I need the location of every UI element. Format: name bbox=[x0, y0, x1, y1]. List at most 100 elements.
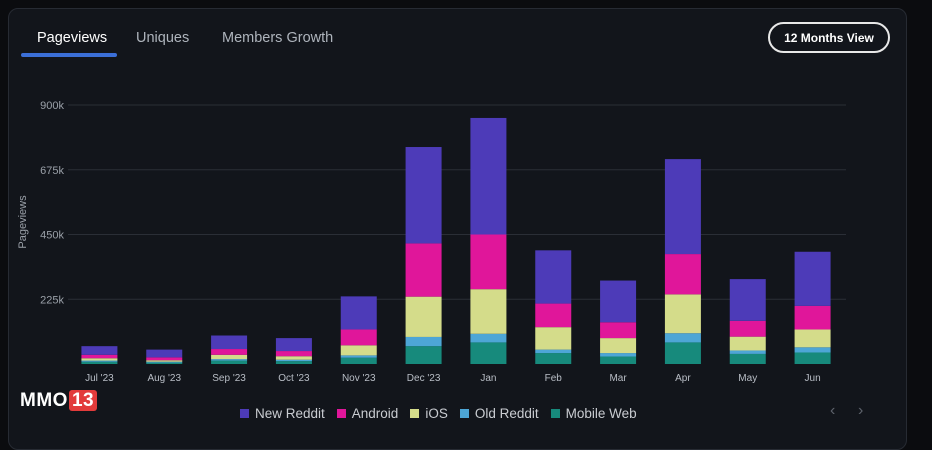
bar-segment bbox=[794, 329, 831, 348]
bar-segment bbox=[664, 294, 701, 334]
watermark-text: MMO bbox=[20, 390, 68, 411]
bar-segment bbox=[340, 355, 377, 358]
x-tick-label: Dec '23 bbox=[407, 373, 441, 384]
bar-segment bbox=[405, 346, 442, 364]
bar-segment bbox=[275, 356, 312, 360]
bar-segment bbox=[600, 356, 637, 364]
chart-panel bbox=[8, 8, 907, 450]
legend-item[interactable]: Old Reddit bbox=[459, 405, 539, 421]
y-tick-label: 900k bbox=[40, 100, 64, 112]
x-tick-label: Aug '23 bbox=[147, 373, 181, 384]
y-tick-label: 450k bbox=[40, 230, 64, 242]
x-tick-label: Oct '23 bbox=[278, 373, 310, 384]
legend-swatch bbox=[336, 408, 346, 418]
active-tab-indicator bbox=[21, 53, 117, 57]
y-tick-label: 675k bbox=[40, 165, 64, 177]
bar-segment bbox=[81, 346, 118, 355]
bar-segment bbox=[535, 303, 572, 328]
bar-segment bbox=[146, 362, 183, 364]
legend-label: Mobile Web bbox=[565, 405, 637, 421]
x-tick-label: Jan bbox=[480, 373, 496, 384]
bar-segment bbox=[211, 349, 248, 355]
legend-label: iOS bbox=[425, 405, 448, 421]
chevron-right-icon[interactable]: › bbox=[858, 402, 864, 419]
legend-label: Old Reddit bbox=[474, 405, 539, 421]
bar-segment bbox=[405, 243, 442, 297]
x-tick-label: Mar bbox=[609, 373, 627, 384]
legend-item[interactable]: New Reddit bbox=[240, 406, 325, 421]
bar-segment bbox=[794, 251, 831, 306]
bar-segment bbox=[535, 353, 572, 364]
bar-segment bbox=[470, 234, 507, 290]
bar-segment bbox=[146, 349, 183, 358]
x-tick-label: Sep '23 bbox=[212, 373, 246, 384]
bar-segment bbox=[275, 359, 312, 362]
tab-members-growth[interactable]: Members Growth bbox=[222, 30, 334, 46]
bar-segment bbox=[600, 322, 637, 339]
bar-segment bbox=[729, 320, 766, 337]
x-tick-label: Jul '23 bbox=[85, 373, 114, 384]
bar-segment bbox=[81, 358, 118, 361]
months-view-button[interactable]: 12 Months View bbox=[768, 22, 890, 53]
x-tick-label: May bbox=[738, 373, 757, 384]
bar-segment bbox=[81, 354, 118, 359]
watermark-logo: MMO 13 bbox=[20, 390, 98, 412]
tab-pageviews[interactable]: Pageviews bbox=[37, 30, 108, 46]
bar-segment bbox=[729, 350, 766, 354]
bar-segment bbox=[405, 336, 442, 347]
chart-legend: New Reddit Android iOS Old Reddit Mobile Web bbox=[240, 405, 637, 421]
bar-segment bbox=[81, 361, 118, 364]
legend-item[interactable]: Mobile Web bbox=[550, 405, 637, 421]
x-tick-label: Jun bbox=[805, 373, 821, 384]
watermark-number: 13 bbox=[68, 390, 98, 411]
legend-label: New Reddit bbox=[255, 405, 325, 421]
bar-segment bbox=[664, 333, 701, 343]
y-axis-label: Pageviews bbox=[17, 195, 29, 249]
bar-segment bbox=[664, 159, 701, 255]
bar-segment bbox=[146, 361, 183, 363]
bar-segment bbox=[405, 147, 442, 244]
tab-uniques[interactable]: Uniques bbox=[136, 30, 190, 46]
bar-segment bbox=[340, 329, 377, 346]
bar-segment bbox=[470, 117, 507, 235]
bar-segment bbox=[600, 280, 637, 323]
bar-segment bbox=[340, 296, 377, 330]
bar-segment bbox=[470, 342, 507, 364]
legend-swatch bbox=[240, 408, 249, 418]
bar-segment bbox=[664, 254, 701, 295]
bar-segment bbox=[146, 357, 183, 361]
legend-swatch bbox=[550, 408, 560, 418]
legend-item[interactable]: iOS bbox=[410, 406, 448, 421]
bar-segment bbox=[470, 289, 507, 334]
bar-segment bbox=[405, 296, 442, 337]
legend-item[interactable]: Android bbox=[336, 405, 399, 421]
bar-segment bbox=[81, 360, 118, 362]
chevron-left-icon[interactable]: ‹ bbox=[830, 402, 836, 419]
bar-segment bbox=[729, 336, 766, 351]
bar-segment bbox=[470, 333, 507, 343]
bar-segment bbox=[211, 359, 248, 361]
bar-segment bbox=[275, 361, 312, 364]
x-tick-label: Nov '23 bbox=[342, 373, 376, 384]
legend-swatch bbox=[410, 408, 420, 418]
bar-segment bbox=[664, 342, 701, 364]
bar-segment bbox=[794, 305, 831, 330]
bar-segment bbox=[340, 357, 377, 364]
bar-segment bbox=[211, 354, 248, 360]
bar-segment bbox=[729, 353, 766, 364]
y-tick-label: 225k bbox=[40, 294, 64, 306]
bar-segment bbox=[535, 327, 572, 350]
bar-segment bbox=[794, 347, 831, 353]
bar-segment bbox=[340, 345, 377, 356]
bar-segment bbox=[211, 335, 248, 350]
x-tick-label: Feb bbox=[545, 373, 563, 384]
bar-segment bbox=[146, 360, 183, 362]
bar-segment bbox=[535, 349, 572, 354]
bar-segment bbox=[211, 360, 248, 364]
bar-segment bbox=[535, 250, 572, 304]
x-tick-label: Apr bbox=[675, 373, 691, 384]
legend-swatch bbox=[459, 408, 469, 418]
bar-segment bbox=[275, 338, 312, 352]
bar-segment bbox=[600, 353, 637, 357]
legend-label: Android bbox=[351, 405, 399, 421]
